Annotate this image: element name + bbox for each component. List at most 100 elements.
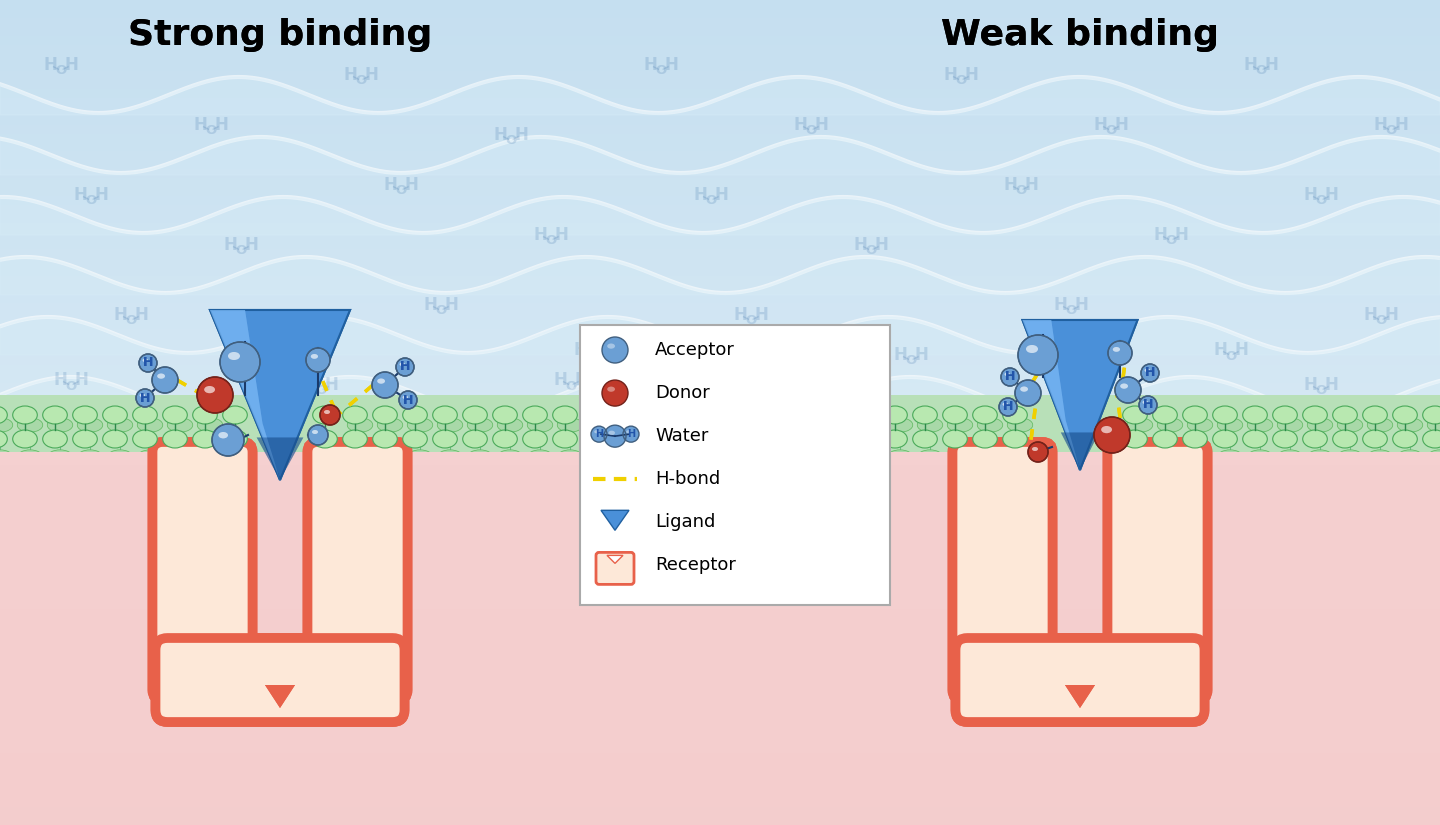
Text: H: H: [573, 341, 588, 359]
Ellipse shape: [403, 406, 428, 424]
Text: O: O: [955, 74, 966, 87]
Bar: [0, 807, 1440, 825]
Ellipse shape: [1217, 417, 1243, 432]
Text: H: H: [223, 236, 238, 254]
FancyBboxPatch shape: [156, 638, 405, 722]
Bar: [0, 178, 1440, 187]
Bar: [0, 519, 1440, 537]
Bar: [0, 205, 1440, 214]
Bar: [0, 501, 1440, 519]
Ellipse shape: [1338, 450, 1362, 464]
Ellipse shape: [1142, 400, 1148, 404]
Text: O: O: [1385, 125, 1397, 138]
Text: O: O: [125, 314, 137, 328]
Circle shape: [305, 348, 330, 372]
Ellipse shape: [642, 430, 667, 448]
Ellipse shape: [432, 430, 458, 448]
Bar: [0, 9, 1440, 18]
Text: H: H: [140, 392, 150, 404]
Ellipse shape: [1032, 447, 1038, 451]
Text: O: O: [235, 244, 246, 257]
Bar: [0, 63, 1440, 71]
Text: H: H: [143, 356, 153, 370]
Text: O: O: [805, 125, 816, 138]
Ellipse shape: [1423, 430, 1440, 448]
Ellipse shape: [1120, 384, 1128, 389]
Ellipse shape: [1247, 450, 1273, 464]
Ellipse shape: [1243, 430, 1267, 448]
Text: H: H: [193, 116, 207, 134]
Ellipse shape: [917, 417, 943, 432]
Ellipse shape: [1142, 400, 1148, 404]
Text: H: H: [75, 371, 88, 389]
Ellipse shape: [609, 431, 615, 435]
Text: O: O: [1165, 234, 1176, 248]
Ellipse shape: [1423, 406, 1440, 424]
Text: O: O: [275, 355, 287, 367]
Text: H: H: [714, 186, 729, 204]
Ellipse shape: [943, 430, 968, 448]
Bar: [0, 329, 1440, 338]
Ellipse shape: [1243, 406, 1267, 424]
Polygon shape: [256, 437, 304, 480]
Ellipse shape: [400, 362, 405, 366]
Ellipse shape: [883, 430, 907, 448]
Text: H: H: [1385, 306, 1398, 324]
Text: H: H: [554, 226, 569, 244]
Ellipse shape: [1032, 447, 1038, 451]
Circle shape: [212, 424, 243, 456]
Bar: [0, 196, 1440, 205]
Text: H: H: [143, 356, 153, 370]
FancyBboxPatch shape: [956, 638, 1204, 722]
Ellipse shape: [204, 386, 215, 394]
Bar: [0, 753, 1440, 771]
Circle shape: [1139, 396, 1156, 414]
Ellipse shape: [497, 450, 523, 464]
Circle shape: [153, 367, 179, 393]
Text: O: O: [1066, 380, 1077, 393]
Circle shape: [372, 372, 397, 398]
Ellipse shape: [193, 406, 217, 424]
Ellipse shape: [219, 432, 228, 438]
Ellipse shape: [1303, 430, 1328, 448]
Text: H: H: [1395, 116, 1408, 134]
Text: H: H: [400, 361, 410, 374]
Ellipse shape: [132, 430, 157, 448]
Ellipse shape: [107, 450, 132, 464]
Ellipse shape: [347, 450, 373, 464]
Bar: [0, 418, 1440, 427]
Ellipse shape: [1007, 417, 1032, 432]
Ellipse shape: [1158, 450, 1182, 464]
Text: O: O: [546, 234, 556, 248]
Text: H: H: [114, 306, 127, 324]
Ellipse shape: [1145, 369, 1151, 372]
Ellipse shape: [467, 450, 492, 464]
FancyBboxPatch shape: [956, 638, 1204, 722]
Bar: [0, 125, 1440, 134]
FancyBboxPatch shape: [153, 442, 252, 700]
Ellipse shape: [553, 406, 577, 424]
Text: H: H: [423, 296, 436, 314]
Bar: [0, 106, 1440, 116]
Ellipse shape: [167, 417, 193, 432]
Ellipse shape: [1002, 406, 1027, 424]
Text: O: O: [315, 384, 327, 398]
Ellipse shape: [228, 352, 240, 360]
Bar: [0, 71, 1440, 80]
Ellipse shape: [1392, 406, 1417, 424]
Ellipse shape: [163, 430, 187, 448]
Ellipse shape: [324, 410, 330, 414]
Ellipse shape: [972, 406, 998, 424]
Bar: [0, 591, 1440, 609]
Ellipse shape: [312, 430, 318, 434]
Bar: [0, 0, 1440, 9]
Ellipse shape: [1427, 417, 1440, 432]
Polygon shape: [210, 310, 350, 480]
Text: H: H: [533, 226, 547, 244]
Text: H: H: [1115, 116, 1129, 134]
Circle shape: [396, 358, 415, 376]
FancyBboxPatch shape: [1107, 442, 1208, 700]
Polygon shape: [256, 437, 304, 480]
Ellipse shape: [672, 406, 697, 424]
Text: H: H: [575, 371, 589, 389]
